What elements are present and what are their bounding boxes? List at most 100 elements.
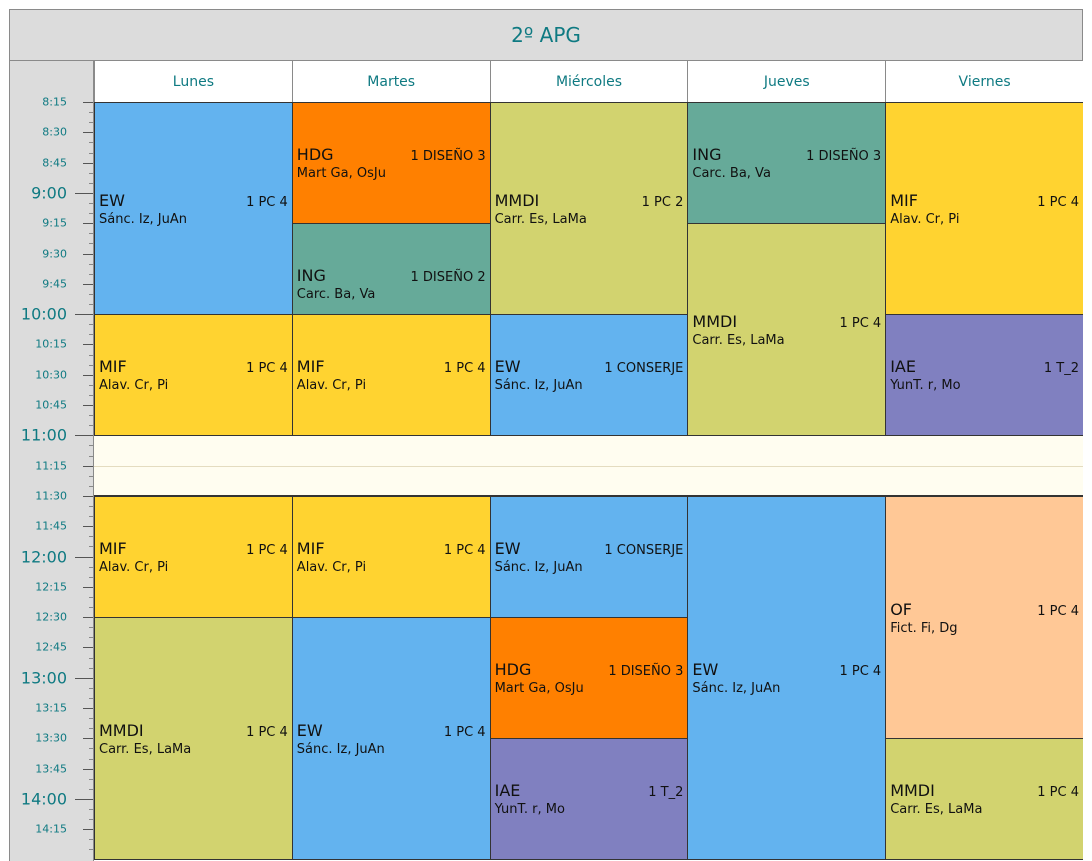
time-subtick — [89, 728, 93, 730]
time-tick — [75, 677, 93, 679]
class-teacher: Sánc. Iz, JuAn — [99, 211, 187, 227]
class-block-mif[interactable]: MIF 1 PC 4 Alav. Cr, Pi — [885, 102, 1083, 316]
time-tick — [83, 223, 93, 225]
time-subtick — [89, 506, 93, 507]
time-subtick — [89, 596, 93, 598]
class-block-header: EW 1 PC 4 — [99, 191, 288, 210]
class-block-iae[interactable]: IAE 1 T_2 YunT. r, Mo — [885, 314, 1083, 437]
class-block-ew[interactable]: EW 1 PC 4 Sánc. Iz, JuAn — [687, 495, 887, 861]
time-tick — [75, 314, 93, 316]
class-block-ew[interactable]: EW 1 CONSERJE Sánc. Iz, JuAn — [489, 314, 689, 437]
class-room: 1 DISEÑO 3 — [806, 149, 882, 165]
class-block-mmdi[interactable]: MMDI 1 PC 4 Carr. Es, LaMa — [885, 738, 1083, 861]
class-subject: IAE — [890, 357, 916, 377]
time-tick — [83, 829, 93, 831]
class-teacher: Alav. Cr, Pi — [99, 559, 169, 575]
time-subtick — [89, 122, 93, 124]
class-teacher: Carr. Es, LaMa — [494, 211, 587, 227]
time-subtick — [89, 758, 93, 760]
class-room: 1 PC 4 — [246, 361, 288, 377]
class-subject: MIF — [890, 190, 918, 210]
class-room: 1 PC 4 — [443, 724, 486, 740]
time-subtick — [89, 718, 93, 720]
class-room: 1 PC 4 — [246, 194, 288, 210]
time-subtick — [89, 445, 93, 447]
class-subject: IAE — [494, 781, 521, 801]
class-block-of[interactable]: OF 1 PC 4 Fict. Fi, Dg — [885, 495, 1083, 740]
time-subtick — [89, 334, 93, 336]
class-subject: HDG — [494, 660, 532, 680]
time-tick — [83, 405, 93, 406]
class-block-ew[interactable]: EW 1 PC 4 Sánc. Iz, JuAn — [291, 617, 491, 861]
time-label: 13:00 — [20, 668, 67, 688]
time-subtick — [89, 516, 93, 518]
time-tick — [83, 132, 93, 134]
time-subtick — [89, 182, 93, 184]
class-block-ew[interactable]: EW 1 CONSERJE Sánc. Iz, JuAn — [489, 495, 689, 619]
class-room: 1 PC 4 — [1037, 603, 1079, 619]
time-subtick — [89, 273, 93, 275]
class-block-header: MIF 1 PC 4 — [297, 357, 486, 376]
class-teacher: Sánc. Iz, JuAn — [296, 741, 385, 757]
class-block-hdg[interactable]: HDG 1 DISEÑO 3 Mart Ga, OsJu — [489, 617, 689, 740]
class-subject: EW — [494, 538, 521, 558]
schedule-body: EW 1 PC 4 Sánc. Iz, JuAn MIF 1 PC 4 Alav. Cr,… — [94, 102, 1083, 861]
class-block-header: MMDI 1 PC 4 — [99, 721, 288, 740]
class-room: 1 PC 4 — [839, 664, 882, 680]
time-subtick — [89, 455, 93, 457]
class-room: 1 T_2 — [648, 785, 684, 801]
class-room: 1 PC 2 — [641, 194, 684, 210]
class-block-mmdi[interactable]: MMDI 1 PC 2 Carr. Es, LaMa — [489, 102, 689, 316]
class-block-mmdi[interactable]: MMDI 1 PC 4 Carr. Es, LaMa — [94, 617, 293, 861]
time-label: 10:15 — [35, 337, 67, 351]
time-subtick — [89, 324, 93, 326]
class-teacher: Carc. Ba, Va — [692, 166, 771, 182]
class-block-header: MMDI 1 PC 2 — [495, 191, 684, 210]
time-tick — [83, 768, 93, 770]
class-room: 1 CONSERJE — [604, 361, 684, 377]
class-block-mif[interactable]: MIF 1 PC 4 Alav. Cr, Pi — [291, 314, 491, 437]
class-teacher: YunT. r, Mo — [890, 378, 961, 394]
class-subject: MIF — [99, 357, 127, 377]
time-subtick — [89, 384, 93, 386]
class-block-mif[interactable]: MIF 1 PC 4 Alav. Cr, Pi — [94, 314, 293, 437]
time-subtick — [89, 687, 93, 689]
class-block-ing[interactable]: ING 1 DISEÑO 3 Carc. Ba, Va — [687, 102, 887, 225]
time-tick — [83, 738, 93, 740]
timetable-grid: 8:15 8:30 8:45 9:00 9:15 9:30 9:45 10:00 10:15 10… — [9, 61, 1083, 861]
class-block-hdg[interactable]: HDG 1 DISEÑO 3 Mart Ga, OsJu — [291, 102, 491, 225]
class-block-mif[interactable]: MIF 1 PC 4 Alav. Cr, Pi — [291, 495, 491, 619]
class-subject: EW — [296, 720, 323, 740]
class-subject: ING — [692, 145, 722, 165]
timetable-title: 2º APG — [9, 9, 1083, 61]
time-subtick — [89, 546, 93, 548]
day-header-jueves: Jueves — [687, 61, 886, 102]
time-subtick — [89, 849, 93, 851]
class-block-mif[interactable]: MIF 1 PC 4 Alav. Cr, Pi — [94, 495, 293, 619]
time-subtick — [89, 213, 93, 215]
class-block-header: IAE 1 T_2 — [495, 781, 684, 800]
time-tick — [83, 162, 93, 164]
class-block-iae[interactable]: IAE 1 T_2 YunT. r, Mo — [489, 738, 689, 861]
time-subtick — [89, 233, 93, 235]
class-block-header: EW 1 CONSERJE — [495, 357, 684, 376]
time-tick — [83, 344, 93, 346]
class-block-header: EW 1 PC 4 — [692, 660, 881, 679]
time-subtick — [89, 778, 93, 780]
time-label: 13:15 — [35, 701, 67, 715]
class-subject: OF — [890, 599, 912, 619]
time-tick — [83, 102, 93, 103]
time-tick — [83, 526, 93, 528]
time-tick — [83, 374, 93, 376]
time-label: 11:00 — [20, 425, 67, 445]
time-label: 11:15 — [35, 459, 67, 473]
class-teacher: Alav. Cr, Pi — [296, 378, 367, 394]
class-block-mmdi[interactable]: MMDI 1 PC 4 Carr. Es, LaMa — [687, 223, 887, 437]
class-block-ew[interactable]: EW 1 PC 4 Sánc. Iz, JuAn — [94, 102, 293, 316]
time-label: 13:45 — [35, 762, 67, 776]
time-subtick — [89, 788, 93, 790]
time-label: 9:00 — [31, 183, 67, 203]
class-block-header: MIF 1 PC 4 — [99, 539, 288, 558]
time-subtick — [89, 243, 93, 245]
time-column: 8:15 8:30 8:45 9:00 9:15 9:30 9:45 10:00 10:15 10… — [10, 61, 94, 861]
